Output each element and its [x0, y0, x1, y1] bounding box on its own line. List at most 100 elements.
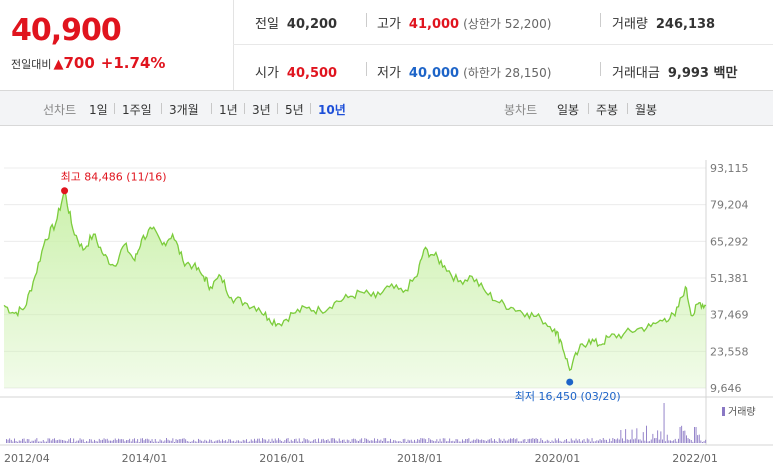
volume-bar: [630, 439, 631, 443]
volume-bar: [238, 440, 239, 443]
volume-bar: [359, 439, 361, 443]
high-value: 41,000: [408, 17, 460, 32]
volume-bar: [524, 439, 526, 443]
volume-bar: [281, 441, 283, 443]
volume-bar: [351, 439, 353, 443]
candle-weekly[interactable]: 주봉: [596, 103, 619, 117]
volume-bar: [638, 439, 639, 443]
volume-bar: [666, 434, 668, 443]
volume-bar: [609, 438, 611, 443]
volume-bar: [87, 441, 89, 443]
volume-bar: [102, 439, 103, 443]
volume-bar: [617, 438, 619, 443]
volume-bar: [215, 440, 217, 443]
volume-bar: [542, 440, 543, 443]
volume-bar: [273, 440, 275, 443]
volume-bar: [620, 430, 622, 443]
volume-bar: [154, 439, 156, 443]
y-tick-label: 65,292: [710, 235, 749, 248]
volume-bar: [294, 439, 295, 443]
period-3y[interactable]: 3년: [252, 103, 271, 117]
volume-bar: [108, 440, 110, 443]
period-1w[interactable]: 1주일: [122, 103, 152, 117]
volume-bar: [233, 440, 235, 443]
period-1y[interactable]: 1년: [219, 103, 238, 117]
volume-bar: [455, 439, 457, 443]
y-tick-label: 37,469: [710, 309, 749, 322]
volume-bar: [463, 440, 465, 443]
volume-bar: [566, 439, 567, 443]
volume-bar: [468, 438, 470, 443]
volume-bar: [228, 439, 230, 443]
volume-bar: [271, 438, 273, 443]
period-10y[interactable]: 10년: [318, 103, 346, 117]
volume-bar: [23, 438, 25, 443]
volume-bar: [580, 441, 582, 443]
volume-bar: [665, 441, 667, 443]
volume-bar: [577, 440, 579, 443]
volume-bar: [406, 441, 407, 443]
volume-bar: [593, 441, 595, 443]
volume-bar: [364, 438, 366, 443]
volume-bar: [311, 441, 313, 443]
volume-bar: [575, 438, 577, 443]
volume-bar: [263, 439, 265, 443]
volume-bar: [673, 440, 675, 443]
period-5y[interactable]: 5년: [285, 103, 304, 117]
volume-bar: [684, 430, 686, 443]
volume-bar: [225, 440, 227, 443]
y-tick-label: 93,115: [710, 162, 749, 175]
volume-bar: [62, 440, 63, 443]
volume-bar: [121, 439, 123, 443]
volume-bar: [226, 441, 228, 443]
volume-bar: [55, 440, 57, 443]
volume-bar: [212, 441, 214, 443]
volume-bar: [130, 441, 132, 443]
volume-bar: [162, 441, 164, 443]
candle-daily[interactable]: 일봉: [557, 103, 580, 117]
volume: 거래량 246,138: [612, 13, 715, 32]
trade-value-label: 거래대금: [612, 66, 660, 81]
volume-bar: [698, 434, 700, 443]
volume-bar: [434, 441, 436, 443]
volume-bar: [174, 442, 175, 443]
trade-value-amount: 9,993 백만: [667, 66, 738, 81]
volume-bar: [615, 439, 617, 443]
volume-bar: [73, 438, 75, 443]
period-1d[interactable]: 1일: [89, 103, 108, 117]
volume-bar: [14, 438, 15, 443]
volume-bar: [439, 438, 441, 443]
volume-bar: [282, 441, 284, 443]
volume-bar: [375, 441, 377, 443]
change-amount: 700: [63, 54, 95, 72]
volume-bar: [346, 439, 348, 443]
candle-monthly[interactable]: 월봉: [635, 103, 658, 117]
volume-bar: [26, 439, 28, 443]
volume-bar: [191, 441, 193, 443]
volume-label: 거래량: [612, 17, 648, 32]
volume-bar: [65, 440, 67, 443]
price-line: [3, 188, 707, 372]
volume-bar: [639, 439, 641, 443]
volume-bar: [516, 438, 518, 443]
volume-bar: [409, 440, 411, 443]
volume-bar: [377, 438, 379, 443]
volume-bar: [100, 440, 102, 443]
volume-bar: [690, 440, 692, 443]
volume-bar: [678, 438, 679, 443]
volume-bar: [655, 438, 657, 443]
volume-bar: [127, 440, 129, 443]
volume-bar: [588, 439, 590, 443]
volume-bar: [489, 439, 491, 443]
y-tick-label: 51,381: [710, 272, 749, 285]
volume-bar: [498, 438, 500, 443]
volume-bar: [545, 441, 547, 443]
volume-bar: [60, 439, 62, 443]
volume-bar: [111, 440, 113, 443]
volume-bar: [223, 440, 225, 443]
volume-bar: [86, 441, 87, 443]
period-3m[interactable]: 3개월: [169, 103, 199, 117]
volume-bar: [231, 441, 233, 443]
volume-bar: [193, 439, 195, 443]
volume-bar: [74, 441, 76, 443]
